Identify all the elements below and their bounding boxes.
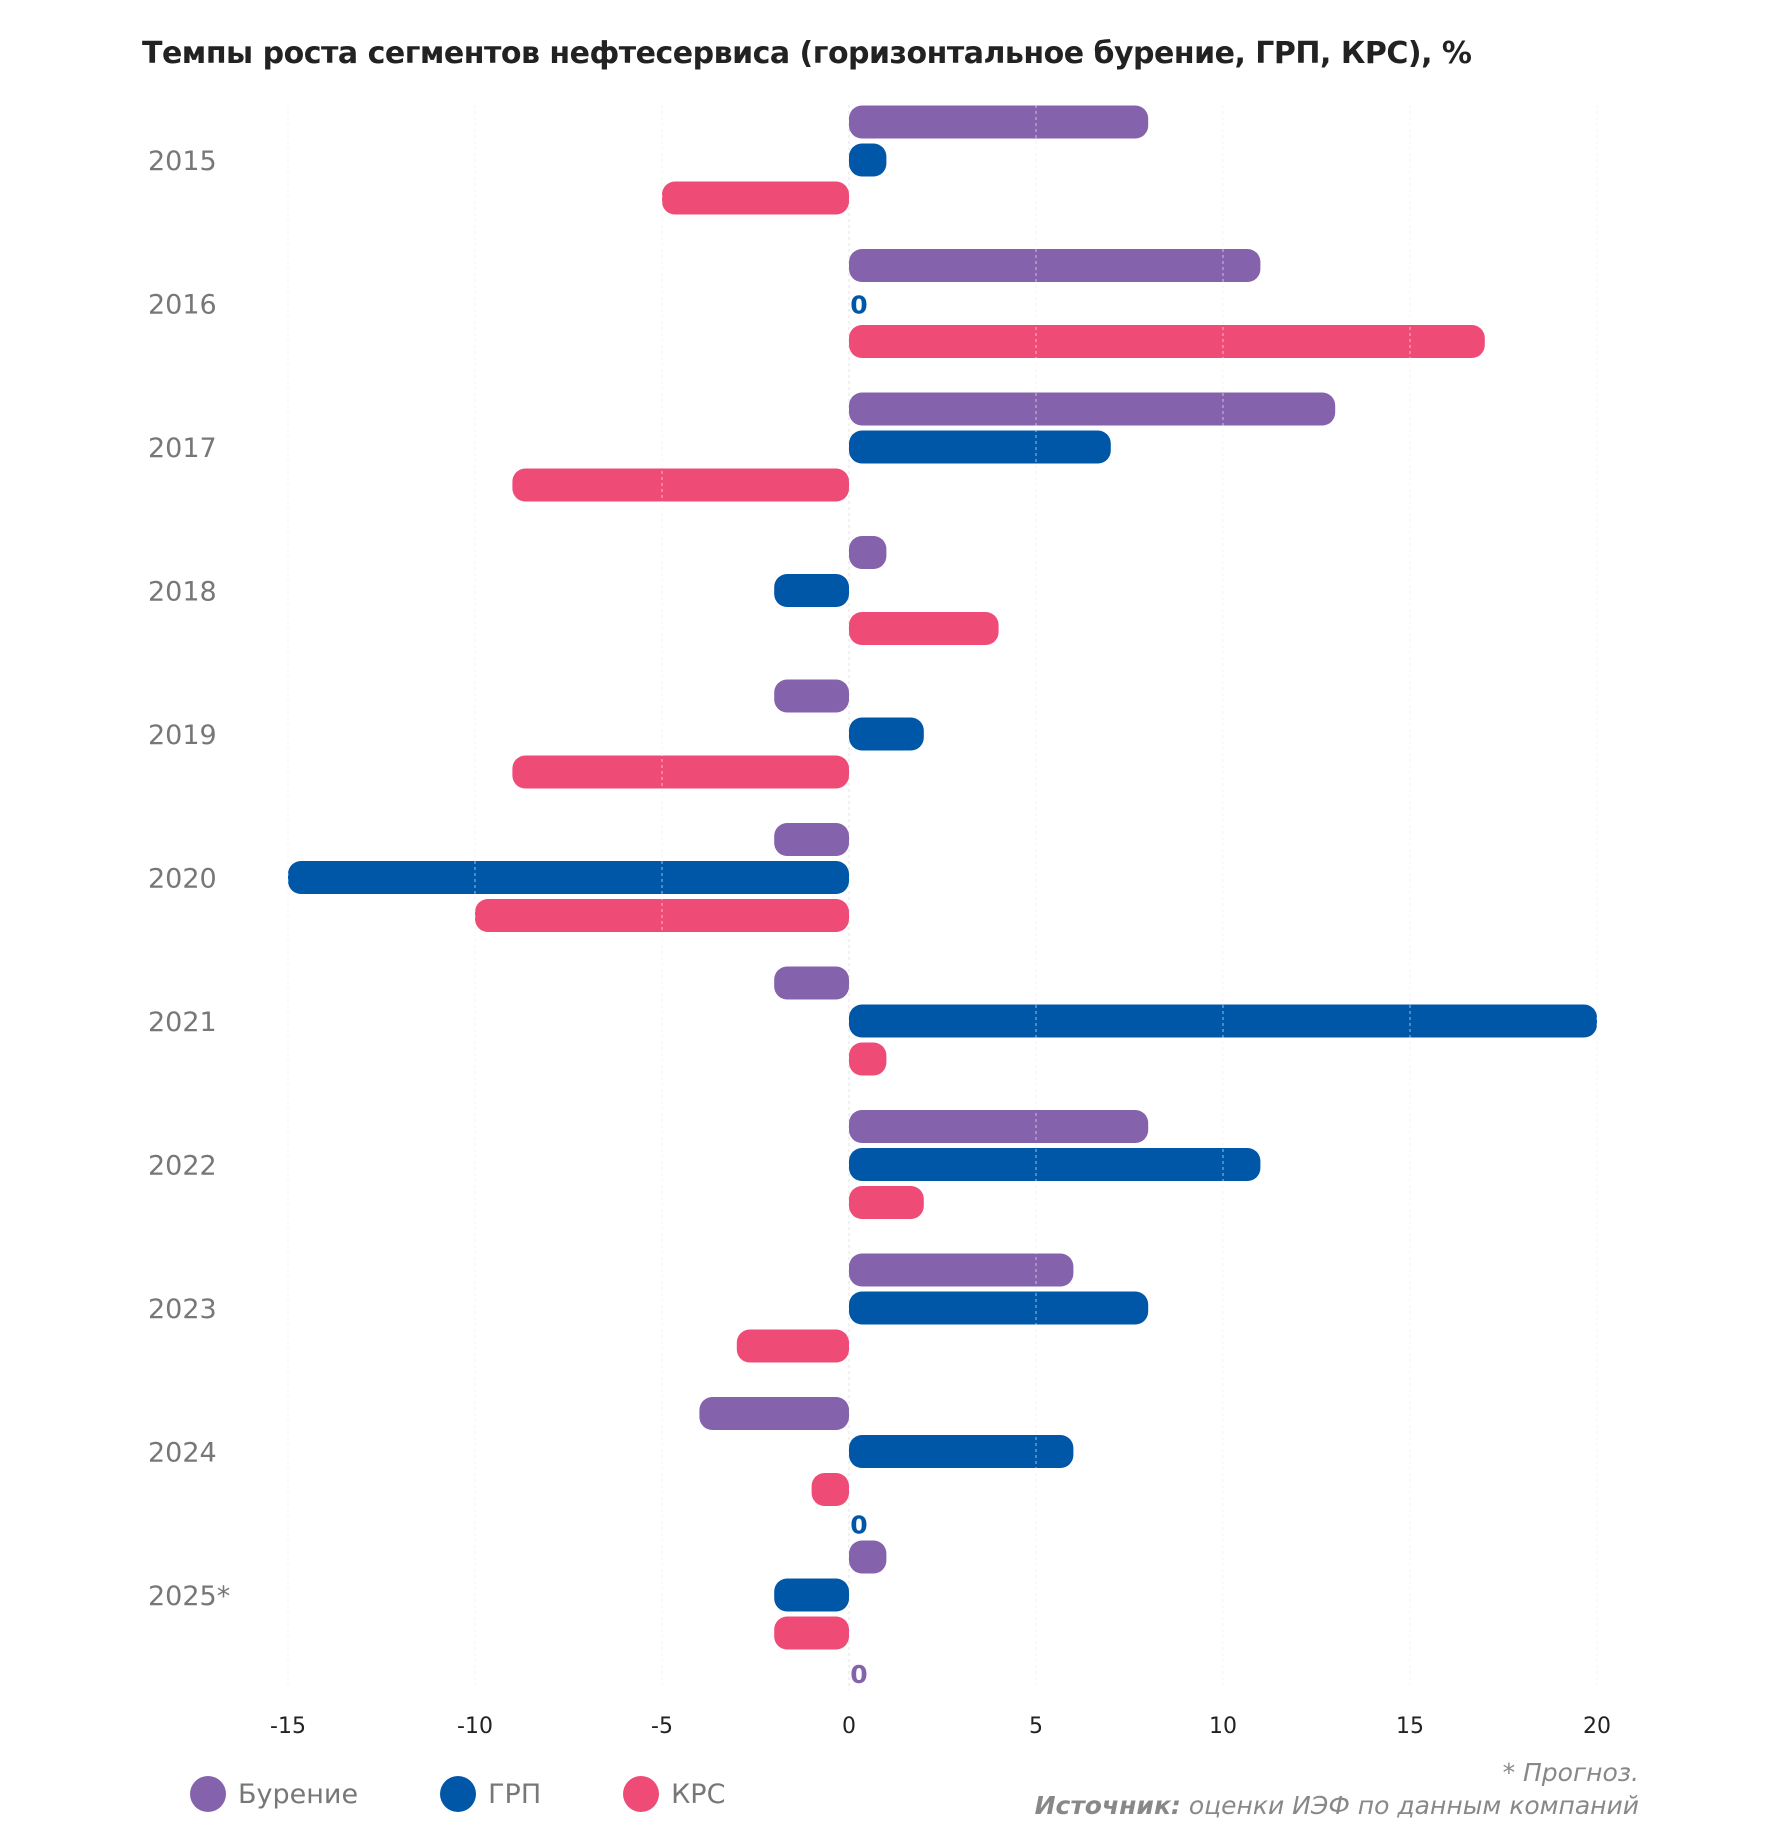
source-label: Источник: <box>1034 1791 1181 1820</box>
x-tick-label: -10 <box>457 1714 493 1739</box>
bar-Бурение <box>774 966 849 1000</box>
bar-КРС <box>736 1329 849 1363</box>
x-tick-label: -15 <box>270 1714 306 1739</box>
legend-item-grp: ГРП <box>440 1776 541 1812</box>
bar-Бурение <box>699 1397 849 1430</box>
bar-ГРП <box>849 1148 1261 1181</box>
bar-Бурение <box>774 823 849 856</box>
bar-Бурение <box>849 1253 1074 1287</box>
bar-КРС <box>849 1042 887 1076</box>
bar-ГРП <box>849 143 887 177</box>
bar-Бурение <box>849 105 1149 139</box>
legend-label: КРС <box>671 1778 726 1810</box>
x-tick-label: 20 <box>1583 1714 1611 1739</box>
bar-Бурение <box>774 679 849 713</box>
bar-ГРП <box>849 1291 1149 1325</box>
bar-Бурение <box>849 392 1336 426</box>
data-label: 0 <box>850 1660 867 1689</box>
data-label: 0 <box>850 291 867 320</box>
x-tick-label: -5 <box>651 1714 673 1739</box>
bar-ГРП <box>849 430 1111 464</box>
bar-Бурение <box>849 536 887 569</box>
y-category-label: 2017 <box>148 433 217 464</box>
bar-КРС <box>849 1186 924 1219</box>
bar-КРС <box>811 1473 849 1506</box>
bar-ГРП <box>849 717 924 751</box>
bar-КРС <box>849 612 999 645</box>
x-tick-label: 15 <box>1396 1714 1424 1739</box>
source-text: оценки ИЭФ по данным компаний <box>1180 1791 1639 1820</box>
bar-ГРП <box>288 861 849 894</box>
y-category-label: 2023 <box>148 1294 217 1325</box>
y-category-label: 2016 <box>148 290 217 321</box>
bar-КРС <box>662 181 849 215</box>
bar-КРС <box>512 468 849 502</box>
legend-item-burenie: Бурение <box>190 1776 358 1812</box>
y-category-label: 2025* <box>148 1581 230 1612</box>
footer-notes: * Прогноз. Источник: оценки ИЭФ по данны… <box>1035 1756 1639 1822</box>
y-category-label: 2018 <box>148 577 217 608</box>
source: Источник: оценки ИЭФ по данным компаний <box>1035 1789 1639 1822</box>
legend-swatch <box>440 1776 477 1812</box>
bar-ГРП <box>849 1435 1074 1468</box>
y-category-label: 2019 <box>148 720 217 751</box>
y-category-label: 2022 <box>148 1151 217 1182</box>
y-category-label: 2021 <box>148 1007 217 1038</box>
bar-ГРП <box>849 1004 1597 1038</box>
legend-label: ГРП <box>488 1778 542 1810</box>
legend-label: Бурение <box>238 1778 359 1810</box>
legend-item-krs: КРС <box>623 1776 725 1812</box>
bar-КРС <box>512 755 849 789</box>
bar-ГРП <box>774 1578 849 1612</box>
bar-Бурение <box>849 1540 887 1574</box>
x-tick-label: 10 <box>1209 1714 1237 1739</box>
bar-Бурение <box>849 249 1261 282</box>
bar-КРС <box>849 325 1485 358</box>
y-category-label: 2020 <box>148 864 217 895</box>
data-label: 0 <box>850 1511 867 1540</box>
legend-swatch <box>623 1776 660 1812</box>
y-category-label: 2015 <box>148 146 217 177</box>
x-tick-label: 5 <box>1029 1714 1043 1739</box>
legend-swatch <box>190 1776 226 1812</box>
legend: Бурение ГРП КРС <box>190 1776 807 1812</box>
footnote: * Прогноз. <box>1502 1758 1639 1787</box>
bar-ГРП <box>774 574 849 607</box>
bar-Бурение <box>849 1110 1149 1143</box>
bar-КРС <box>774 1616 849 1650</box>
chart-title: Темпы роста сегментов нефтесервиса (гори… <box>142 36 1472 71</box>
x-tick-label: 0 <box>842 1714 856 1739</box>
y-category-label: 2024 <box>148 1438 217 1469</box>
